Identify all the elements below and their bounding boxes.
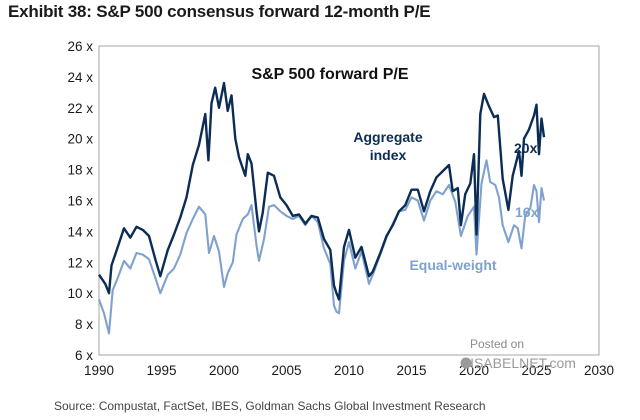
equal-weight-series-line [98, 159, 546, 335]
x-tick-label: 1995 [146, 363, 176, 378]
series-layer [98, 81, 546, 335]
exhibit-title: Exhibit 38: S&P 500 consensus forward 12… [8, 2, 431, 21]
aggregate-series-line [98, 81, 546, 301]
plot-frame [98, 45, 600, 356]
aggregate-end-label: 20x [514, 140, 538, 156]
y-tick-label: 14 x [67, 224, 93, 239]
x-tick-label: 2030 [584, 363, 614, 378]
x-tick-label: 2000 [209, 363, 239, 378]
x-tick-label: 2005 [271, 363, 301, 378]
watermark: Posted on ISABELNET.com [460, 337, 576, 371]
y-tick-label: 12 x [67, 255, 93, 270]
y-tick-label: 6 x [75, 348, 93, 363]
watermark-line2: ISABELNET.com [470, 355, 576, 371]
y-tick-label: 26 x [67, 39, 93, 54]
y-tick-label: 22 x [67, 101, 93, 116]
watermark-logo-icon [460, 357, 472, 369]
source-note: Source: Compustat, FactSet, IBES, Goldma… [54, 399, 486, 413]
aggregate-series-label-line2: index [370, 147, 407, 163]
x-tick-label: 2025 [521, 363, 551, 378]
chart-title: S&P 500 forward P/E [251, 66, 408, 83]
y-tick-label: 16 x [67, 194, 93, 209]
x-axis: 1990 1995 2000 2005 2010 2015 2020 2025 2030 [84, 363, 614, 378]
equal-weight-end-label: 16x [515, 204, 539, 220]
x-tick-label: 2010 [334, 363, 364, 378]
watermark-line1: Posted on [470, 337, 524, 351]
x-tick-label: 2015 [396, 363, 426, 378]
y-tick-label: 20 x [67, 132, 93, 147]
aggregate-series-label-line1: Aggregate [353, 129, 422, 145]
y-tick-label: 24 x [67, 70, 93, 85]
x-tick-label: 1990 [84, 363, 114, 378]
y-tick-label: 18 x [67, 163, 93, 178]
equal-weight-series-label: Equal-weight [409, 257, 496, 273]
y-axis: 6 x 8 x 10 x 12 x 14 x 16 x 18 x 20 x 22 x 24 x 26… [67, 39, 93, 363]
y-tick-label: 8 x [75, 317, 93, 332]
y-tick-label: 10 x [67, 286, 93, 301]
